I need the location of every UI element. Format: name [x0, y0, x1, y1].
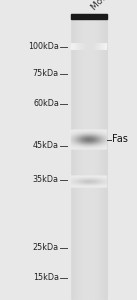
- Text: 100kDa: 100kDa: [28, 42, 59, 51]
- Text: Mouse thymus: Mouse thymus: [90, 0, 137, 12]
- Text: 25kDa: 25kDa: [33, 243, 59, 252]
- Text: 60kDa: 60kDa: [33, 99, 59, 108]
- Text: 15kDa: 15kDa: [33, 273, 59, 282]
- Text: Fas: Fas: [112, 134, 128, 145]
- Text: 35kDa: 35kDa: [33, 176, 59, 184]
- Bar: [71, 14, 107, 19]
- Text: 75kDa: 75kDa: [33, 69, 59, 78]
- Text: 45kDa: 45kDa: [33, 141, 59, 150]
